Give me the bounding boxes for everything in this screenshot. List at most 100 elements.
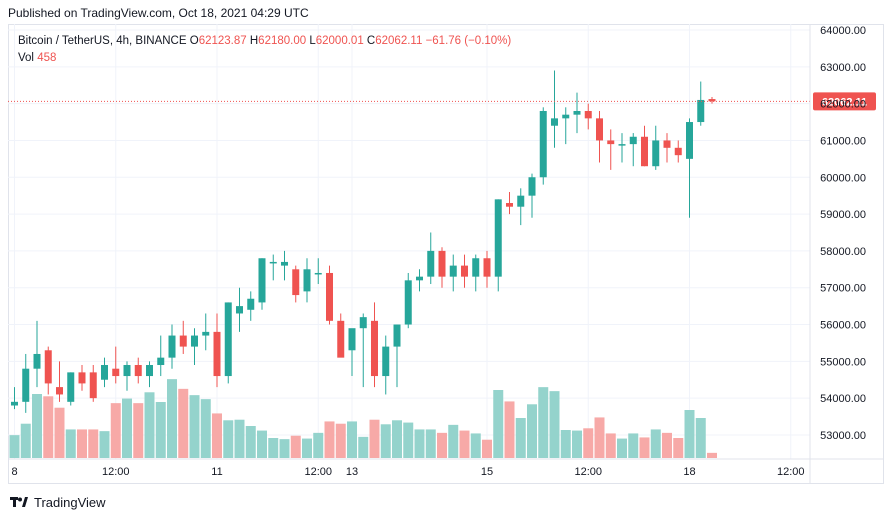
volume-bar — [279, 439, 290, 458]
candle-body[interactable] — [517, 195, 525, 207]
candle-body[interactable] — [281, 261, 288, 266]
last-price-tag-label: 62062.11 — [822, 96, 867, 108]
volume-bar — [560, 430, 571, 458]
published-caption: Published on TradingView.com, Oct 18, 20… — [8, 6, 309, 20]
candle-body[interactable] — [78, 372, 86, 384]
candle-body[interactable] — [652, 140, 660, 167]
candle-body[interactable] — [247, 298, 255, 310]
volume-bar — [549, 391, 560, 458]
price-tick-label: 55000.00 — [820, 356, 866, 368]
volume-bar — [482, 439, 492, 458]
candle-body[interactable] — [191, 335, 198, 347]
tradingview-logo[interactable]: TradingView — [10, 495, 106, 510]
candle-body[interactable] — [89, 372, 97, 399]
candle-body[interactable] — [134, 365, 142, 377]
open-value: 62123.87 — [198, 35, 247, 47]
candle-body[interactable] — [337, 320, 345, 358]
volume-bar — [268, 438, 279, 458]
volume-bar — [583, 428, 594, 458]
price-tick-label: 53000.00 — [820, 430, 866, 442]
candle-body[interactable] — [584, 110, 592, 119]
candle-body[interactable] — [202, 331, 210, 336]
candle-body[interactable] — [427, 250, 435, 277]
candle-body[interactable] — [506, 203, 513, 207]
volume-bar — [88, 429, 99, 458]
volume-bar — [617, 438, 627, 458]
candle-body[interactable] — [258, 258, 266, 303]
candle-body[interactable] — [146, 365, 153, 377]
candle-body[interactable] — [157, 357, 165, 366]
candle-body[interactable] — [33, 353, 41, 369]
volume-bar — [223, 420, 234, 458]
candle-body[interactable] — [168, 335, 176, 358]
candle-body[interactable] — [224, 302, 232, 377]
candle-body[interactable] — [663, 140, 671, 148]
volume-bar — [313, 432, 324, 458]
volume-bar — [212, 413, 222, 458]
candle-body[interactable] — [213, 331, 221, 377]
candle-body[interactable] — [686, 122, 693, 159]
candle-body[interactable] — [359, 317, 367, 329]
candle-body[interactable] — [326, 272, 333, 321]
candle-body[interactable] — [269, 261, 277, 264]
candle-body[interactable] — [179, 335, 187, 347]
candle-body[interactable] — [393, 324, 401, 347]
candle-body[interactable] — [641, 136, 648, 167]
candle-body[interactable] — [562, 114, 570, 119]
volume-label: Vol — [18, 52, 34, 64]
candle-body[interactable] — [44, 350, 52, 384]
price-tick-label: 64000.00 — [820, 25, 866, 37]
candle-body[interactable] — [123, 365, 131, 377]
candle-body[interactable] — [697, 99, 705, 123]
candles — [11, 70, 716, 413]
candle-body[interactable] — [494, 199, 502, 277]
candle-body[interactable] — [348, 328, 356, 351]
volume-bar — [504, 401, 515, 458]
candle-body[interactable] — [472, 258, 480, 277]
volume-bar — [414, 429, 425, 458]
candle-body[interactable] — [629, 136, 637, 145]
candle-body[interactable] — [438, 250, 446, 277]
candle-body[interactable] — [382, 346, 390, 377]
candle-body[interactable] — [416, 276, 423, 281]
volume-bar — [493, 390, 504, 458]
close-label: C — [366, 35, 376, 47]
candle-body[interactable] — [303, 269, 311, 292]
volume-bar — [369, 419, 380, 458]
candle-body[interactable] — [449, 265, 457, 277]
candle-body[interactable] — [314, 272, 322, 275]
candle-body[interactable] — [112, 368, 120, 377]
candle-body[interactable] — [528, 177, 536, 196]
candle-body[interactable] — [292, 269, 300, 296]
volume-bar — [122, 398, 132, 458]
candle-body[interactable] — [708, 99, 716, 102]
volume-bar — [178, 388, 189, 458]
candle-body[interactable] — [236, 306, 243, 314]
candle-body[interactable] — [483, 258, 491, 277]
candle-body[interactable] — [618, 144, 626, 146]
candle-body[interactable] — [11, 401, 18, 406]
volume-bar — [167, 379, 177, 458]
volume-bar — [459, 430, 470, 458]
price-tick-label: 57000.00 — [820, 283, 866, 295]
candle-body[interactable] — [596, 118, 603, 141]
candle-body[interactable] — [67, 372, 75, 402]
candle-body[interactable] — [461, 265, 468, 277]
candle-body[interactable] — [539, 110, 547, 178]
candle-body[interactable] — [551, 118, 558, 126]
candle-body[interactable] — [404, 280, 412, 325]
candle-body[interactable] — [101, 365, 108, 380]
candle-body[interactable] — [573, 110, 581, 115]
candle-body[interactable] — [22, 368, 30, 402]
open-label: O — [189, 35, 199, 47]
price-axis: 64000.00 63000.00 62000.00 61000.00 60000.00… — [820, 25, 866, 442]
candle-body[interactable] — [674, 147, 682, 156]
volume-bar — [133, 403, 144, 458]
volume-bar — [245, 426, 256, 458]
price-tick-label: 60000.00 — [820, 172, 866, 184]
candle-body[interactable] — [56, 387, 63, 395]
candle-body[interactable] — [607, 140, 615, 145]
time-tick-label: 12:00 — [777, 466, 805, 478]
candle-body[interactable] — [371, 320, 378, 377]
